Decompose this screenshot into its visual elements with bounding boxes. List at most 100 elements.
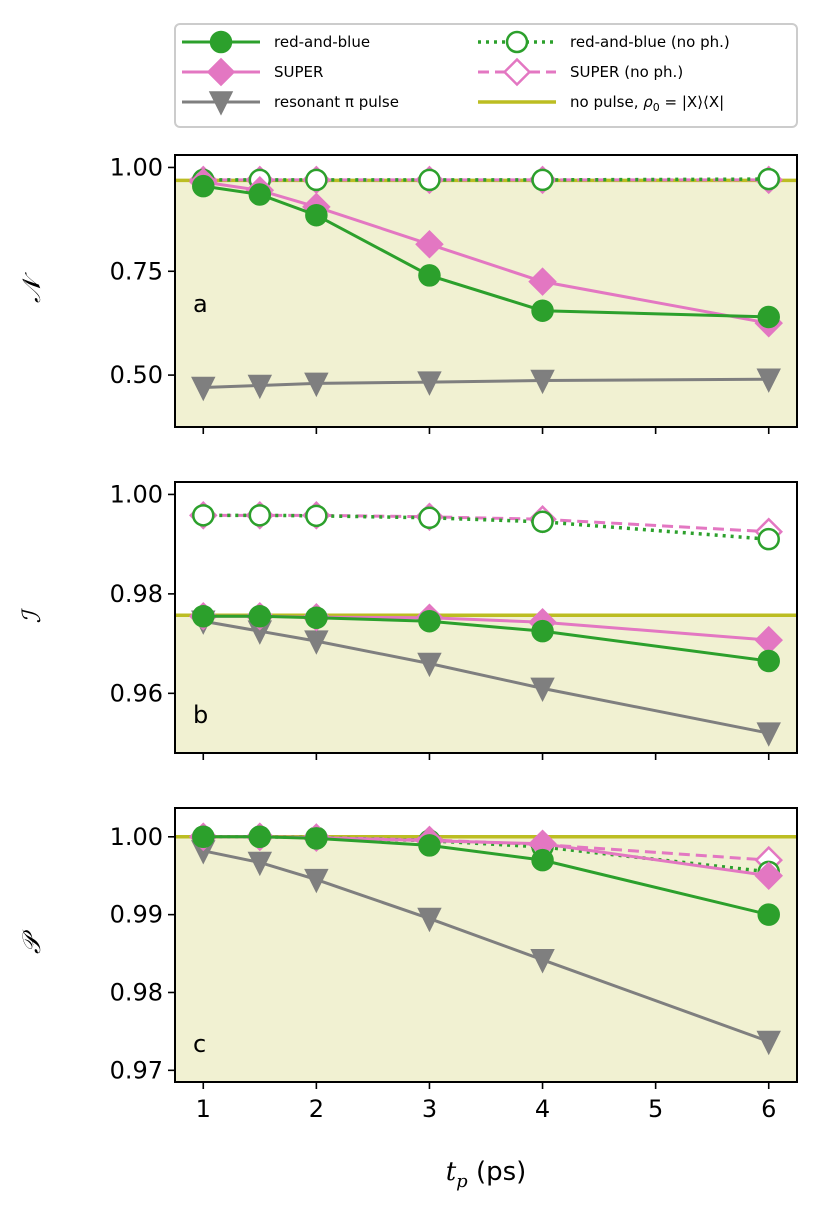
axes-frame <box>174 481 798 754</box>
marker-pi <box>756 368 781 393</box>
legend-marker-pi <box>208 91 234 116</box>
legend-marker-super_noph <box>502 57 532 87</box>
marker-pi <box>247 374 273 400</box>
marker-pi <box>530 677 555 703</box>
marker-pi <box>304 868 329 894</box>
marker-rb <box>531 619 554 643</box>
marker-rb <box>418 609 441 633</box>
xlabel: tp (ps) <box>446 1157 527 1192</box>
marker-rb <box>757 903 780 926</box>
legend-entry-rb_noph: red-and-blue (no ph.) <box>478 30 730 54</box>
marker-rb <box>192 825 215 849</box>
series-line-pi <box>203 377 769 390</box>
legend: red-and-blue red-and-blue (no ph.) SUPER SU… <box>174 23 798 128</box>
marker-rb <box>305 606 328 629</box>
marker-rb_noph <box>531 168 554 192</box>
legend-label-rb: red-and-blue <box>274 33 370 51</box>
xtick-label: 2 <box>309 1095 324 1123</box>
marker-pi <box>756 1030 781 1056</box>
ytick-label: 0.50 <box>110 361 163 389</box>
ytick-label: 1.00 <box>110 480 163 508</box>
ytick-label: 0.97 <box>110 1056 163 1084</box>
legend-label-super: SUPER <box>274 63 323 81</box>
ytick-label: 0.98 <box>110 580 163 608</box>
marker-super <box>754 861 783 890</box>
series-line-rb_noph <box>203 513 769 541</box>
marker-rb_noph <box>757 527 780 551</box>
legend-label-nopulse: no pulse, ρ0 = |X⟩⟨X| <box>570 93 724 114</box>
marker-rb <box>531 848 554 872</box>
marker-rb_noph <box>418 506 441 530</box>
marker-pi <box>191 376 216 402</box>
marker-rb <box>418 834 441 857</box>
marker-rb_noph <box>418 168 441 192</box>
marker-rb <box>192 174 215 198</box>
panel-letter-c: c <box>193 1030 206 1058</box>
marker-rb <box>418 264 441 287</box>
marker-pi <box>417 907 442 933</box>
marker-rb_noph <box>757 167 780 191</box>
panel-b: 0.96 0.98 1.00 b ℐ <box>17 480 798 760</box>
panel-c: 0.97 0.98 0.99 1.00 c 𝒫 <box>17 807 798 1089</box>
panels: 0.50 0.75 1.00 a 𝒩 0.96 0.98 1.00 b ℐ 0.97 0.98 0.99… <box>17 153 798 1089</box>
marker-rb_noph <box>531 510 554 534</box>
xtick-label: 3 <box>422 1095 437 1123</box>
ytick-label: 0.75 <box>110 257 163 285</box>
ylabel-a: 𝒩 <box>17 272 46 303</box>
panel-letter-b: b <box>193 701 208 729</box>
series-line-rb_noph <box>203 177 769 182</box>
plot-area-c <box>175 822 797 1082</box>
marker-pi <box>756 722 781 747</box>
legend-entry-super: SUPER <box>182 57 323 87</box>
marker-rb <box>305 203 328 227</box>
marker-rb <box>757 649 780 673</box>
legend-label-rb_noph: red-and-blue (no ph.) <box>570 33 730 51</box>
marker-rb <box>248 605 272 628</box>
legend-entry-super_noph: SUPER (no ph.) <box>478 57 683 87</box>
no-pulse-shade <box>175 836 797 1082</box>
xtick-label: 6 <box>761 1095 776 1123</box>
marker-pi <box>247 851 273 877</box>
ylabel-c: 𝒫 <box>17 929 46 954</box>
no-pulse-shade <box>175 180 797 427</box>
marker-pi <box>530 369 555 395</box>
marker-rb <box>757 305 780 329</box>
marker-rb <box>305 827 328 850</box>
series-line-super_noph <box>203 835 769 862</box>
panel-letter-a: a <box>193 290 208 318</box>
panel-a: 0.50 0.75 1.00 a 𝒩 <box>17 153 798 434</box>
marker-pi <box>530 949 555 974</box>
axes-frame <box>174 154 798 428</box>
xtick-label: 1 <box>196 1095 211 1123</box>
series-line-pi <box>203 619 770 735</box>
ylabel-b: ℐ <box>17 607 46 623</box>
ytick-label: 1.00 <box>110 153 163 181</box>
marker-rb_noph <box>305 504 328 528</box>
marker-rb_noph <box>305 168 328 192</box>
legend-frame <box>174 23 798 128</box>
legend-label-super_noph: SUPER (no ph.) <box>570 63 683 81</box>
plot-area-b <box>175 501 797 753</box>
marker-rb <box>248 825 272 849</box>
legend-entry-rb: red-and-blue <box>182 30 370 54</box>
legend-entry-pi: resonant π pulse <box>182 91 399 116</box>
xtick-label: 5 <box>648 1095 663 1123</box>
ytick-label: 1.00 <box>110 823 163 851</box>
marker-pi <box>417 652 442 678</box>
legend-entry-nopulse: no pulse, ρ0 = |X⟩⟨X| <box>478 93 724 114</box>
legend-marker-rb_noph <box>505 30 529 54</box>
marker-super <box>528 267 557 296</box>
ytick-label: 0.99 <box>110 901 163 929</box>
marker-super <box>415 230 444 259</box>
plot-area-a <box>175 165 797 427</box>
series-line-super_noph <box>203 513 769 534</box>
marker-rb <box>248 183 272 206</box>
marker-rb_noph <box>248 504 272 527</box>
series-line-pi <box>202 849 770 1043</box>
legend-marker-rb <box>209 30 233 54</box>
x-axis: 1 2 3 4 5 6 tp (ps) <box>196 1095 777 1192</box>
xtick-label: 4 <box>535 1095 550 1123</box>
marker-pi <box>304 372 329 398</box>
marker-rb <box>531 299 554 322</box>
